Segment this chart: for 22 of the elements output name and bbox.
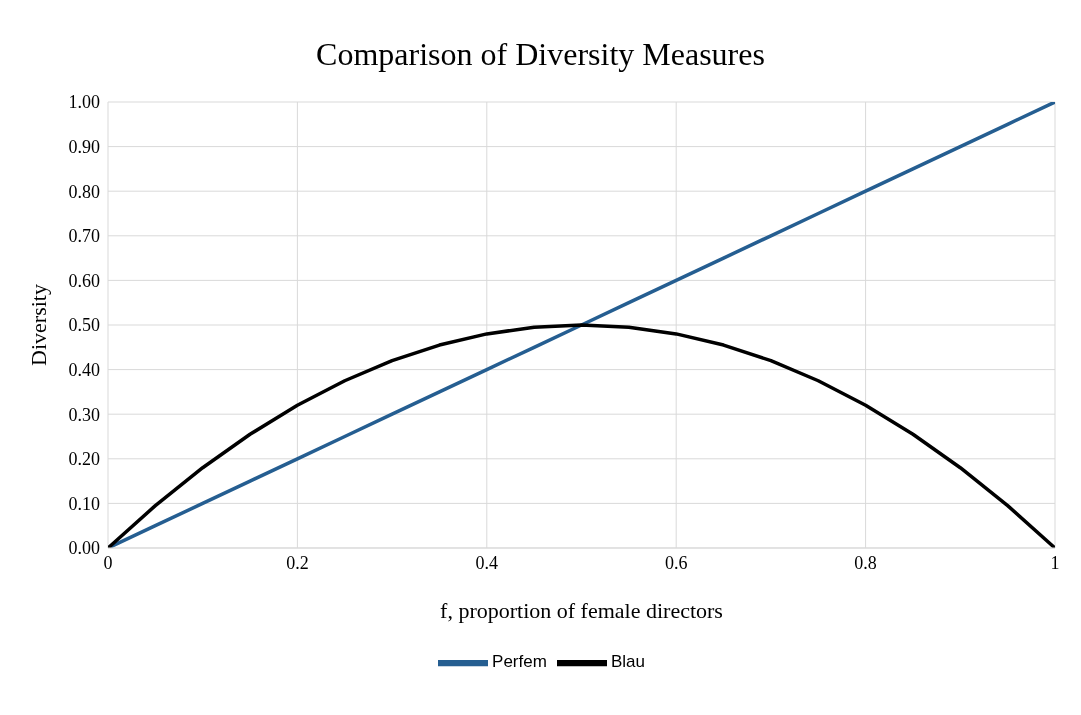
y-tick-label: 0.20 (68, 449, 100, 470)
y-tick-label: 0.80 (68, 181, 100, 202)
legend-label: Perfem (492, 652, 547, 672)
x-tick-label: 0.2 (286, 552, 309, 573)
y-tick-label: 0.40 (68, 359, 100, 380)
y-tick-label: 0.90 (68, 136, 100, 157)
y-tick-label: 0.50 (68, 315, 100, 336)
y-tick-label: 0.60 (68, 270, 100, 291)
x-tick-label: 0.6 (664, 552, 688, 573)
chart-title: Comparison of Diversity Measures (315, 36, 766, 73)
x-tick-label: 0 (103, 552, 113, 573)
x-tick-label: 0.8 (854, 552, 877, 573)
y-tick-label: 0.30 (68, 404, 100, 425)
x-axis-title: f, proportion of female directors (440, 598, 723, 623)
y-tick-label: 1.00 (68, 92, 100, 113)
y-tick-label: 0.70 (68, 226, 100, 247)
y-axis-title: Diversity (25, 284, 51, 366)
x-tick-label: 0.4 (475, 552, 499, 573)
y-tick-label: 0.00 (68, 538, 100, 559)
x-tick-label: 1 (1050, 552, 1060, 573)
legend-label: Blau (610, 652, 645, 672)
y-tick-label: 0.10 (68, 493, 100, 514)
